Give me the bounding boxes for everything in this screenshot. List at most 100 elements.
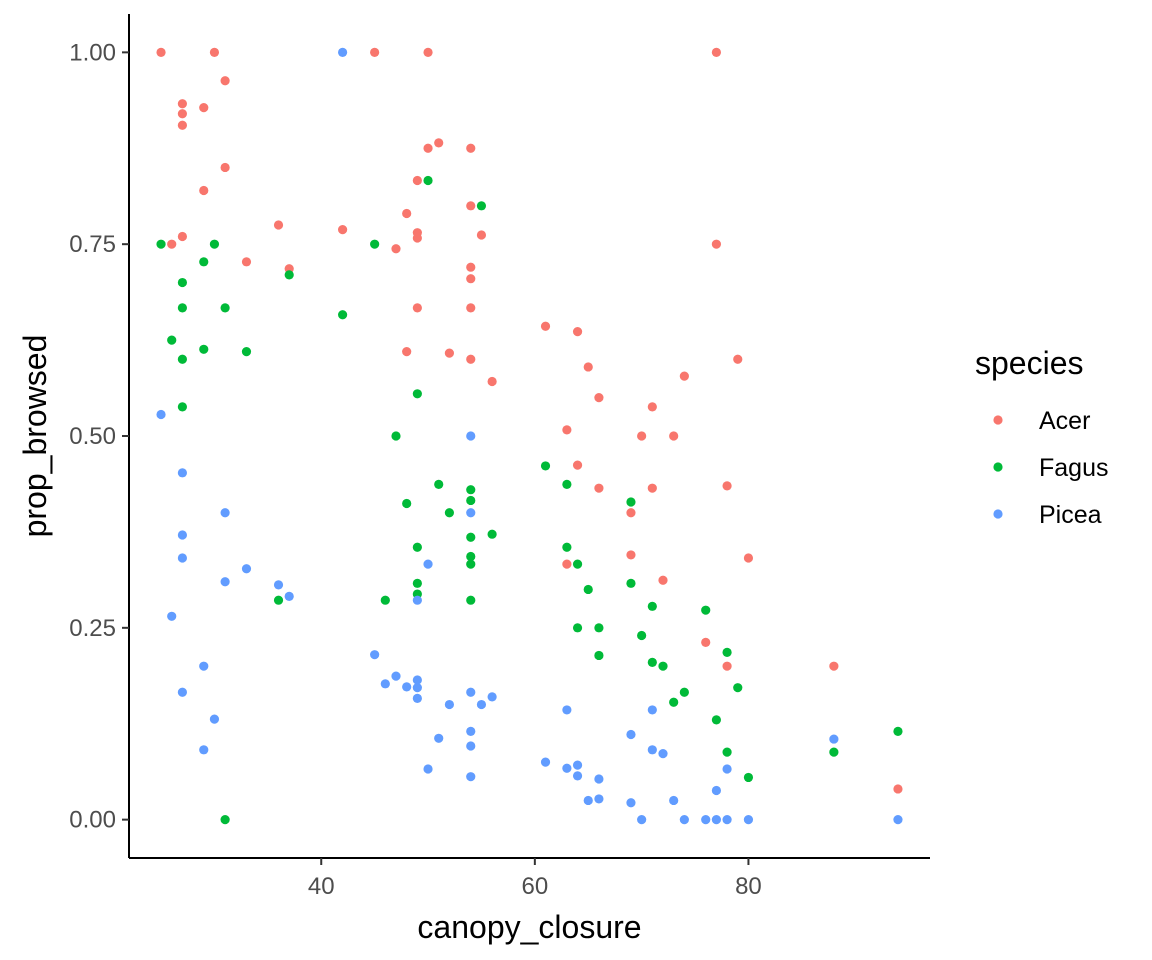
data-point [199,344,209,354]
points-layer [156,47,903,825]
data-point [241,564,252,574]
data-point [647,657,657,667]
data-point [540,461,551,471]
data-point [722,661,732,671]
data-point [220,508,230,518]
data-point [679,687,689,697]
y-tick-label: 0.00 [69,807,116,834]
data-point [562,479,572,489]
data-point [701,815,711,825]
data-point [466,532,476,542]
data-point [177,109,187,119]
data-point [220,303,230,313]
data-point [466,559,476,569]
data-point [669,431,679,441]
data-point [167,611,177,621]
data-point [209,714,220,724]
data-point [412,683,422,693]
data-point [412,595,422,605]
data-point [466,595,476,605]
data-point [722,647,732,657]
data-point [284,270,294,280]
data-point [829,734,839,744]
data-point [466,726,476,737]
data-point [647,402,657,412]
data-point [220,76,230,86]
data-point [423,47,433,57]
data-point [572,327,583,337]
data-point [273,580,284,590]
data-point [583,362,593,372]
data-point [711,815,722,825]
y-tick-label: 0.75 [69,231,116,258]
data-point [423,559,433,569]
data-point [466,551,476,562]
data-point [167,239,177,249]
data-point [829,747,839,757]
data-point [177,231,187,242]
data-point [177,354,187,364]
data-point [434,733,444,743]
data-point [241,347,252,357]
legend-label-fagus: Fagus [1039,454,1108,482]
data-point [391,671,401,681]
data-point [220,577,230,587]
data-point [466,687,476,697]
data-point [444,699,454,710]
data-point [476,699,487,710]
data-point [412,389,422,399]
data-point [626,497,636,507]
data-point [626,550,636,560]
data-point [466,274,476,284]
y-tick-label: 0.50 [69,423,116,450]
data-point [594,774,604,784]
data-point [466,354,476,364]
data-point [466,201,476,211]
data-point [199,257,209,267]
data-point [743,815,754,825]
data-point [199,185,209,196]
data-point [487,692,497,702]
data-point [626,798,636,808]
data-point [722,764,732,774]
data-point [572,760,583,770]
data-point [743,772,754,783]
data-point [284,591,294,601]
data-point [711,715,722,725]
data-point [711,785,722,796]
data-point [487,376,497,387]
data-point [402,208,412,219]
data-point [412,303,422,313]
data-point [380,595,390,605]
data-point [637,815,647,825]
data-point [476,230,487,240]
data-point [626,729,636,740]
data-point [338,47,348,57]
y-axis-ticks: 0.00 0.25 0.50 0.75 1.00 [69,39,129,834]
data-point [209,239,220,249]
data-point [177,553,187,563]
data-point [177,277,187,288]
data-point [658,575,668,585]
data-point [434,479,444,489]
data-point [893,726,903,737]
x-axis-title: canopy_closure [417,909,641,945]
x-tick-label: 40 [308,873,335,900]
data-point [423,143,433,153]
data-point [220,162,230,173]
data-point [412,542,422,552]
data-point [562,425,572,435]
data-point [658,749,668,759]
data-point [402,347,412,357]
data-point [177,530,187,540]
data-point [220,815,230,825]
data-point [199,745,209,755]
data-point [338,225,348,235]
data-point [722,815,732,825]
data-point [540,757,551,767]
data-point [669,795,679,806]
data-point [156,47,166,57]
data-point [423,175,433,186]
data-point [722,747,732,757]
